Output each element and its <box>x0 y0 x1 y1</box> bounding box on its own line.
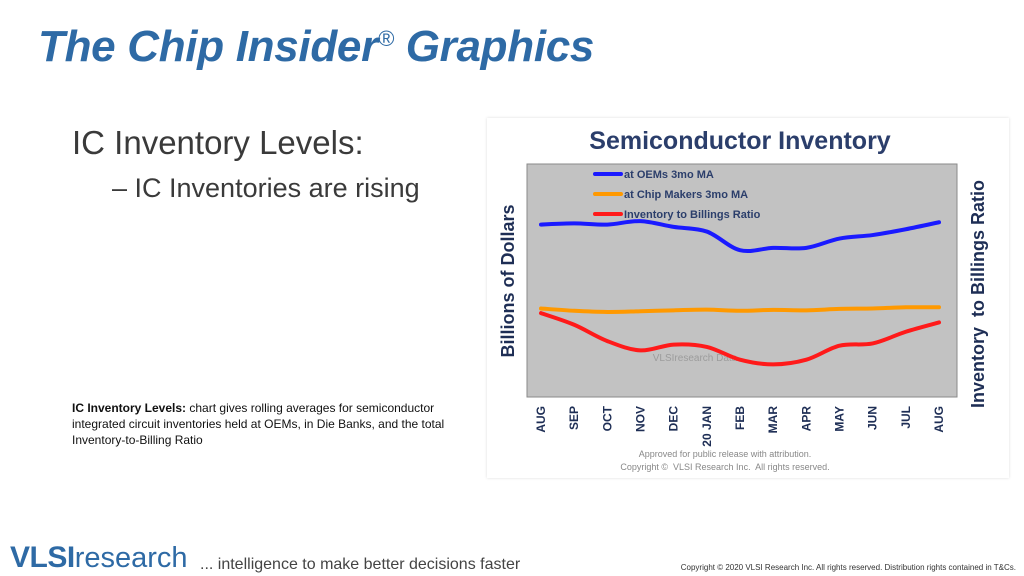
caption-text: chart gives rolling averages for semicon… <box>72 401 445 447</box>
bullet-main: IC Inventory Levels: <box>72 124 364 161</box>
watermark: VLSIresearch Data <box>653 353 738 364</box>
x-tick-dec-4: DEC <box>667 406 681 432</box>
series-line-at-chip-makers-3mo-ma <box>539 305 941 314</box>
series-layer <box>539 219 941 367</box>
x-tick-20-jan-5: 20 JAN <box>700 406 714 447</box>
x-tick-jun-10: JUN <box>866 406 880 430</box>
footer-tagline: ... intelligence to make better decision… <box>200 556 521 573</box>
slide-title-tail: Graphics <box>393 22 595 71</box>
x-tick-mar-7: MAR <box>766 406 780 434</box>
slide-title-text: The Chip Insider <box>38 22 378 71</box>
x-tick-oct-2: OCT <box>600 405 614 431</box>
chart-footnote-approval: Approved for public release with attribu… <box>639 449 812 459</box>
chart-footnote-copyright: Copyright © VLSI Research Inc. All right… <box>620 462 829 472</box>
y-axis-label: Billions of Dollars <box>498 204 518 357</box>
x-tick-may-9: MAY <box>833 406 847 432</box>
chart-caption: IC Inventory Levels: chart gives rolling… <box>72 400 477 448</box>
chart-title: Semiconductor Inventory <box>589 127 891 155</box>
caption-bold: IC Inventory Levels: <box>72 401 187 415</box>
semiconductor-inventory-chart: Semiconductor Inventory VLSIresearch Dat… <box>498 127 988 472</box>
slide-title: The Chip Insider® Graphics <box>38 22 594 72</box>
series-line-at-oems-3mo-ma <box>539 219 941 254</box>
footer-copyright: Copyright © 2020 VLSI Research Inc. All … <box>680 563 1016 572</box>
x-axis-ticks: AUG SEP OCT NOV DEC 20 JAN FEB MAR APR MAY JUN JUL A… <box>534 405 946 446</box>
series-line-inventory-to-billings-ratio <box>539 311 941 367</box>
x-tick-aug-12: AUG <box>932 406 946 433</box>
logo-strong: VLSI <box>10 541 75 574</box>
registered-mark: ® <box>377 26 394 51</box>
plot-area <box>526 163 958 398</box>
x-tick-nov-3: NOV <box>634 406 648 432</box>
chart-legend: at OEMs 3mo MA at Chip Makers 3mo MA Inven… <box>593 169 761 221</box>
chart-container: Semiconductor Inventory VLSIresearch Dat… <box>487 118 1009 478</box>
legend-label-at-chip-makers-3mo-ma: at Chip Makers 3mo MA <box>624 189 748 201</box>
legend-label-inventory-to-billings-ratio: Inventory to Billings Ratio <box>624 209 761 221</box>
bullet-sub: – IC Inventories are rising <box>112 173 420 203</box>
legend-label-at-oems-3mo-ma: at OEMs 3mo MA <box>624 169 714 181</box>
x-tick-aug-0: AUG <box>534 406 548 433</box>
y2-axis-label: Inventory to Billings Ratio <box>968 180 988 408</box>
x-tick-apr-8: APR <box>799 406 813 432</box>
vlsi-research-logo: VLSIresearch <box>10 541 188 575</box>
x-tick-feb-6: FEB <box>733 406 747 430</box>
x-tick-sep-1: SEP <box>567 406 581 430</box>
x-tick-jul-11: JUL <box>899 406 913 429</box>
logo-light: research <box>74 542 188 574</box>
